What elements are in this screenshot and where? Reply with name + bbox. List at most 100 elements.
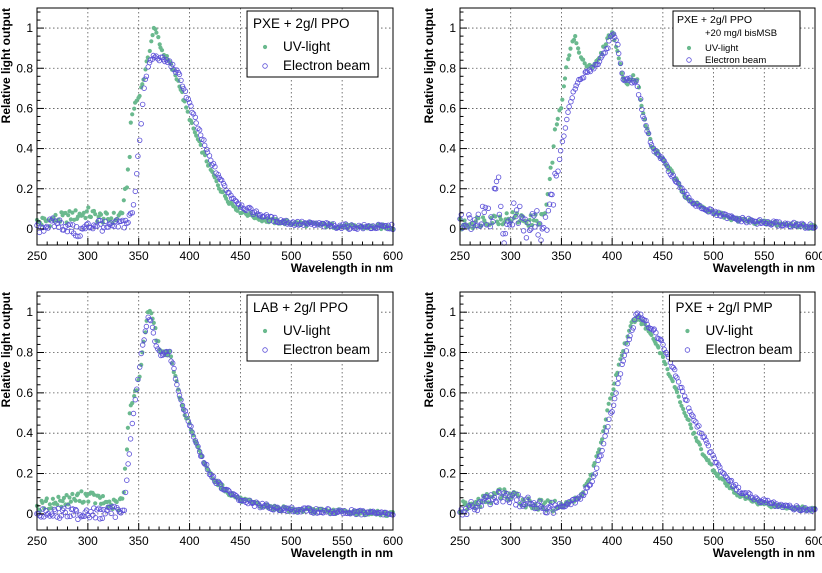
y-tick-label: 1 bbox=[449, 21, 456, 35]
uv-light-point bbox=[568, 46, 573, 51]
y-tick-label: 0.2 bbox=[439, 182, 456, 196]
electron-beam-point bbox=[242, 206, 248, 213]
legend-uv-marker bbox=[686, 45, 692, 51]
electron-beam-point bbox=[467, 504, 473, 510]
uv-light-point bbox=[124, 447, 130, 452]
y-tick-label: 0 bbox=[26, 507, 33, 521]
uv-light-point bbox=[122, 466, 128, 471]
electron-beam-point bbox=[130, 202, 137, 208]
electron-beam-point bbox=[179, 83, 186, 89]
uv-light-point bbox=[91, 208, 97, 214]
electron-beam-point bbox=[146, 59, 153, 66]
x-tick-label: 550 bbox=[332, 249, 352, 263]
electron-beam-point bbox=[143, 323, 150, 330]
y-tick-label: 1 bbox=[449, 305, 456, 319]
electron-beam-point bbox=[732, 482, 739, 488]
electron-beam-point bbox=[348, 222, 355, 228]
legend-electron-label: Electron beam bbox=[705, 342, 792, 357]
electron-beam-point bbox=[574, 496, 581, 502]
electron-beam-point bbox=[645, 130, 652, 137]
electron-beam-point bbox=[594, 465, 600, 471]
electron-beam-point bbox=[745, 490, 752, 496]
electron-beam-point bbox=[606, 38, 612, 44]
uv-light-point bbox=[91, 492, 97, 497]
electron-beam-point bbox=[791, 507, 797, 513]
data-points bbox=[34, 308, 396, 522]
uv-light-point bbox=[504, 211, 509, 216]
uv-light-point bbox=[659, 351, 665, 356]
legend-uv-marker bbox=[262, 328, 268, 334]
uv-light-point bbox=[197, 139, 202, 144]
electron-beam-point bbox=[700, 205, 706, 212]
uv-light-point bbox=[550, 160, 555, 165]
electron-beam-point bbox=[619, 361, 625, 368]
electron-beam-point bbox=[139, 342, 146, 348]
electron-beam-point bbox=[130, 410, 137, 417]
uv-light-point bbox=[128, 120, 133, 125]
uv-light-point bbox=[498, 217, 503, 222]
electron-beam-point bbox=[201, 137, 207, 143]
electron-beam-point bbox=[529, 501, 535, 508]
electron-beam-point bbox=[336, 508, 342, 514]
electron-beam-point bbox=[605, 45, 611, 51]
uv-light-point bbox=[656, 345, 661, 350]
electron-beam-point bbox=[147, 317, 154, 324]
y-tick-label: 0.6 bbox=[439, 386, 456, 400]
electron-beam-point bbox=[481, 209, 487, 216]
legend: PXE + 2g/l PPO UV-light Electron beam bbox=[246, 10, 379, 78]
uv-light-point bbox=[628, 324, 633, 329]
electron-beam-point bbox=[641, 116, 647, 122]
electron-beam-point bbox=[166, 348, 173, 355]
x-axis-title: Wavelength in nm bbox=[713, 546, 815, 560]
uv-light-point bbox=[130, 112, 135, 117]
uv-light-point bbox=[182, 99, 187, 104]
legend-title: PXE + 2g/l PPO bbox=[253, 16, 349, 31]
uv-light-point bbox=[203, 153, 208, 158]
electron-beam-point bbox=[811, 225, 817, 231]
x-tick-label: 350 bbox=[129, 534, 149, 548]
uv-light-point bbox=[676, 394, 681, 399]
electron-beam-point bbox=[633, 78, 639, 84]
electron-beam-point bbox=[73, 508, 80, 514]
uv-light-point bbox=[185, 109, 190, 114]
electron-beam-point bbox=[65, 503, 71, 509]
electron-beam-point bbox=[515, 492, 521, 498]
y-tick-label: 0.4 bbox=[439, 142, 456, 156]
electron-beam-point bbox=[620, 76, 626, 83]
uv-light-point bbox=[210, 169, 215, 174]
electron-beam-point bbox=[341, 224, 347, 230]
electron-beam-point bbox=[132, 188, 138, 195]
x-tick-label: 300 bbox=[501, 249, 521, 263]
electron-beam-point bbox=[669, 364, 675, 370]
uv-light-point bbox=[559, 106, 564, 111]
uv-light-point bbox=[670, 379, 675, 384]
x-tick-label: 350 bbox=[129, 249, 149, 263]
grid bbox=[460, 292, 815, 530]
x-tick-label: 250 bbox=[450, 534, 470, 548]
electron-beam-point bbox=[544, 510, 550, 516]
electron-beam-point bbox=[544, 227, 550, 233]
electron-beam-point bbox=[754, 221, 760, 227]
electron-beam-point bbox=[253, 208, 259, 214]
electron-beam-point bbox=[612, 34, 618, 40]
uv-light-point bbox=[665, 367, 670, 372]
electron-beam-point bbox=[479, 203, 486, 210]
uv-light-point bbox=[141, 77, 146, 82]
electron-beam-point bbox=[473, 504, 479, 511]
electron-beam-point bbox=[568, 98, 574, 105]
x-tick-label: 400 bbox=[602, 534, 622, 548]
electron-beam-point bbox=[468, 499, 474, 505]
data-points bbox=[34, 25, 396, 240]
electron-beam-point bbox=[362, 224, 369, 230]
electron-beam-point bbox=[513, 213, 519, 220]
electron-beam-point bbox=[98, 506, 104, 512]
electron-beam-point bbox=[124, 220, 130, 227]
uv-light-point bbox=[84, 209, 89, 214]
electron-beam-point bbox=[559, 138, 566, 145]
uv-light-point bbox=[598, 440, 604, 445]
electron-beam-point bbox=[727, 214, 733, 220]
electron-beam-point bbox=[609, 409, 615, 415]
electron-beam-point bbox=[141, 85, 147, 91]
electron-beam-point bbox=[697, 202, 703, 209]
electron-beam-point bbox=[134, 386, 140, 392]
